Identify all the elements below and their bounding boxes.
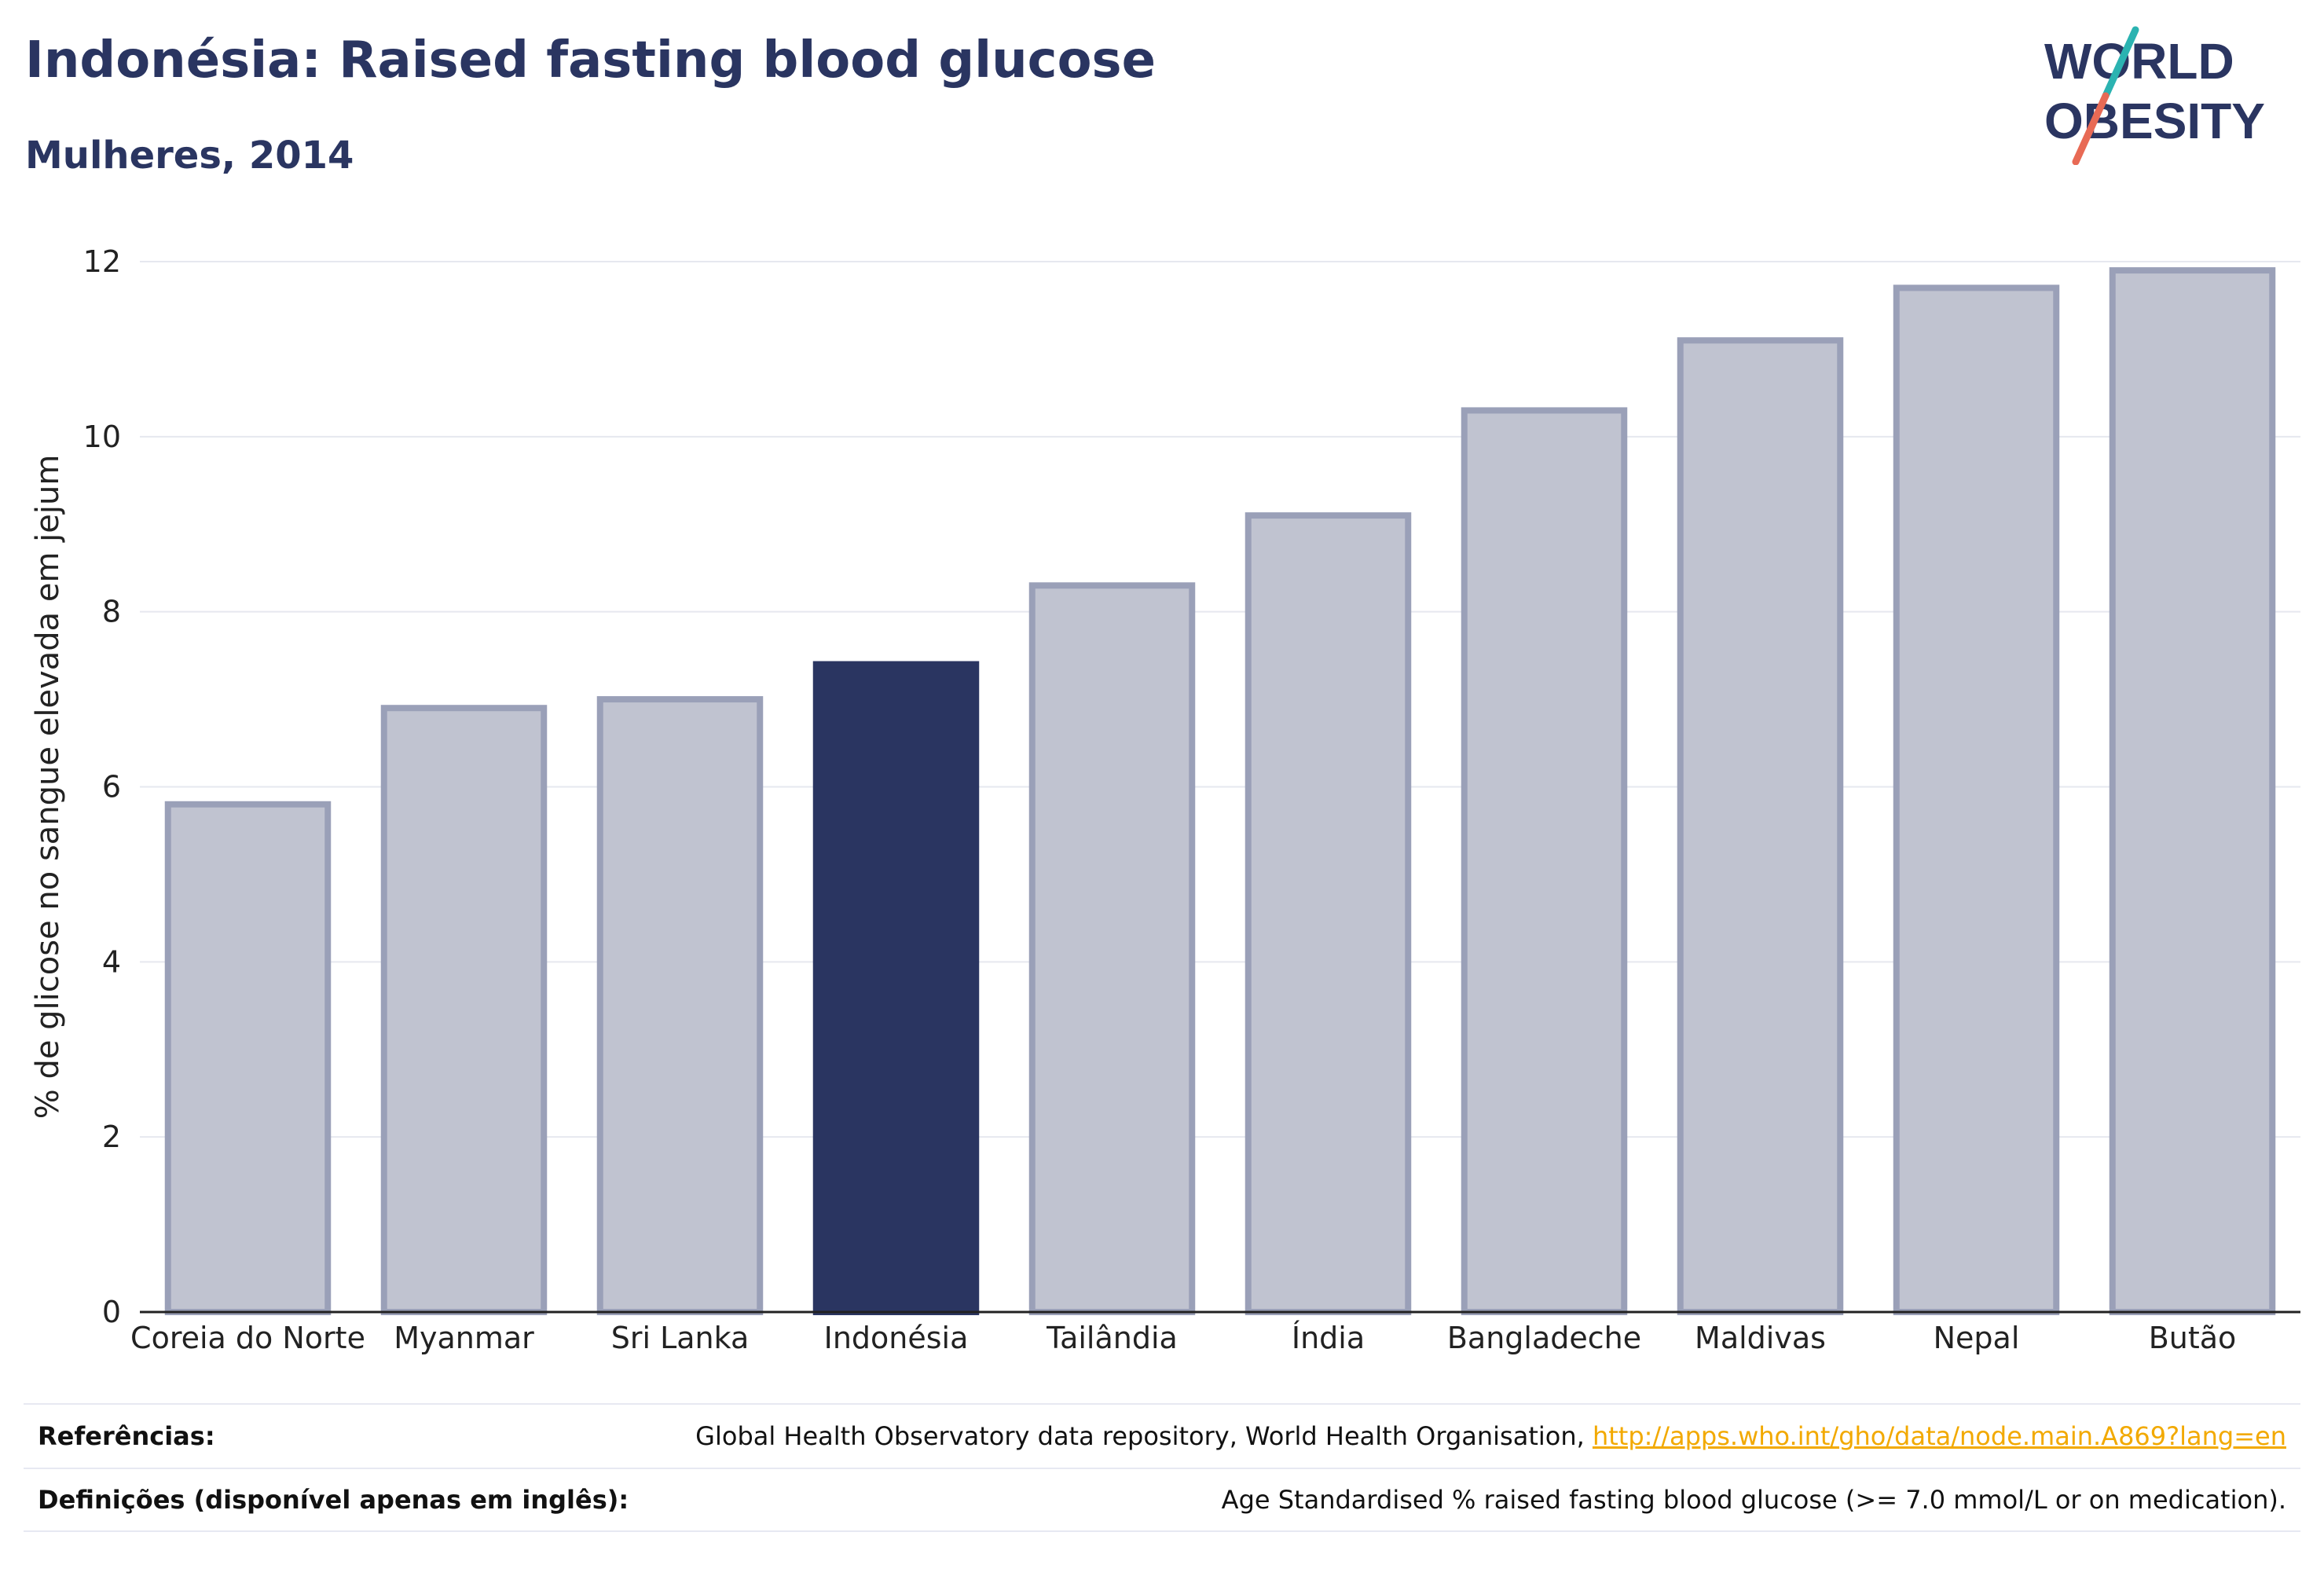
bar bbox=[596, 696, 764, 1315]
bar bbox=[1677, 337, 1844, 1315]
definitions-label: Definições (disponível apenas em inglês)… bbox=[38, 1485, 629, 1515]
y-axis-title: % de glicose no sangue elevada em jejum bbox=[30, 455, 66, 1120]
y-tick-label: 0 bbox=[102, 1295, 121, 1329]
bar bbox=[1893, 284, 2060, 1315]
x-tick-label: Coreia do Norte bbox=[130, 1321, 365, 1355]
x-tick-label: Bangladeche bbox=[1447, 1321, 1641, 1355]
x-tick-label: Sri Lanka bbox=[611, 1321, 750, 1355]
world-obesity-logo: WORLD OBESITY bbox=[2043, 24, 2310, 166]
bar bbox=[164, 801, 332, 1315]
references-link[interactable]: http://apps.who.int/gho/data/node.main.A… bbox=[1592, 1421, 2286, 1451]
references-label: Referências: bbox=[38, 1421, 215, 1451]
bar-chart: 0 2 4 6 8 10 12 Coreia do Norte Myanmar Sri Lanka… bbox=[30, 244, 2300, 1355]
footer-definitions-row: Definições (disponível apenas em inglês)… bbox=[24, 1468, 2300, 1532]
definitions-text: Age Standardised % raised fasting blood … bbox=[1221, 1485, 2286, 1515]
x-tick-label: Tailândia bbox=[1046, 1321, 1178, 1355]
world-obesity-logo-graphic: WORLD OBESITY bbox=[2044, 26, 2265, 166]
x-tick-label: Índia bbox=[1292, 1321, 1365, 1355]
logo-slash-bottom bbox=[2072, 92, 2110, 166]
logo-line1: WORLD bbox=[2044, 33, 2234, 90]
footer-references-row: Referências: Global Health Observatory d… bbox=[24, 1403, 2300, 1468]
x-tick-label: Butão bbox=[2149, 1321, 2237, 1355]
bar bbox=[812, 661, 980, 1315]
x-tick-label: Myanmar bbox=[394, 1321, 534, 1355]
y-tick-label: 6 bbox=[102, 770, 121, 804]
x-tick-label: Maldivas bbox=[1695, 1321, 1826, 1355]
y-tick-label: 12 bbox=[83, 244, 121, 279]
y-tick-label: 2 bbox=[102, 1120, 121, 1154]
bar bbox=[1461, 407, 1628, 1315]
bar bbox=[1028, 582, 1196, 1315]
chart-subtitle: Mulheres, 2014 bbox=[25, 134, 354, 178]
y-tick-label: 4 bbox=[102, 944, 121, 979]
bar bbox=[1244, 512, 1412, 1315]
logo-slash-top bbox=[2102, 26, 2139, 100]
references-value: Global Health Observatory data repositor… bbox=[695, 1421, 2286, 1451]
bar bbox=[2109, 267, 2276, 1315]
y-tick-label: 10 bbox=[83, 420, 121, 454]
x-tick-label: Indonésia bbox=[824, 1321, 969, 1355]
chart-title: Indonésia: Raised fasting blood glucose bbox=[25, 31, 1157, 90]
x-tick-label: Nepal bbox=[1934, 1321, 2020, 1355]
bar bbox=[380, 705, 548, 1315]
logo-line2: OBESITY bbox=[2044, 93, 2265, 149]
references-text: Global Health Observatory data repositor… bbox=[695, 1421, 1585, 1451]
y-tick-label: 8 bbox=[102, 595, 121, 629]
